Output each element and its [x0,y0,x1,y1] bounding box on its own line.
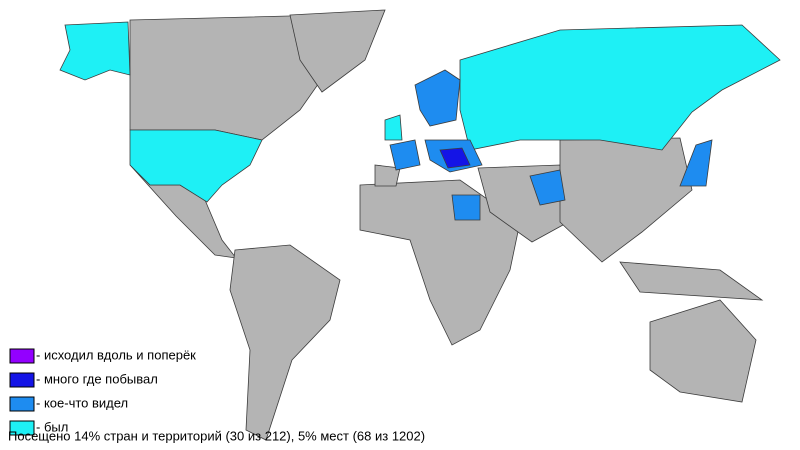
alaska [59,21,131,81]
spain [374,164,401,187]
legend-swatch [9,396,35,412]
russia [459,24,781,151]
legend-swatch [9,420,35,436]
scandinavia [414,69,461,127]
legend-label: - исходил вдоль и поперёк [36,347,196,362]
egypt [451,194,481,221]
southeast-asia [619,261,764,301]
usa [129,129,263,203]
legend-label: - много где побывал [36,371,158,386]
france [389,139,421,171]
legend-label: - кое-что видел [36,395,128,410]
south-america [229,244,341,441]
australia [649,299,757,403]
countries [59,9,781,441]
legend-label: - был [36,419,68,434]
afghanistan [529,169,566,206]
legend: - исходил вдоль и поперёк - много где поб… [9,347,196,436]
footer-text: Посещено 14% стран и территорий (30 из 2… [8,428,425,443]
uk [384,114,403,141]
balkans [439,147,471,169]
china-asia [559,137,693,263]
japan [679,139,713,187]
legend-swatch [9,372,35,388]
greenland [289,9,386,93]
legend-swatch [9,348,35,364]
